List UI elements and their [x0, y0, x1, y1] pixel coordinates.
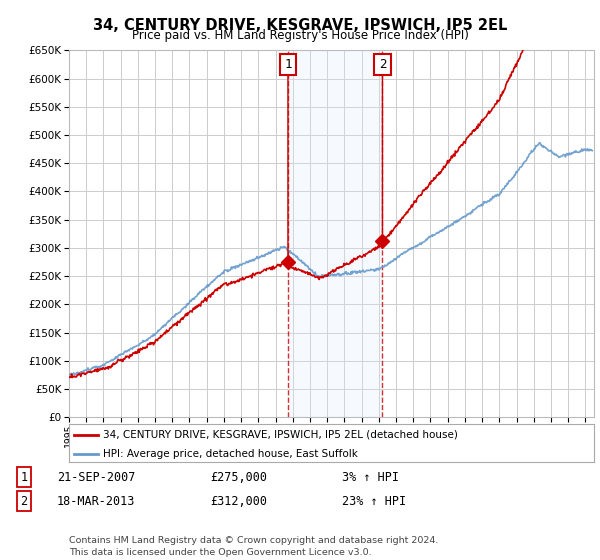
Text: 2: 2: [20, 494, 28, 508]
Text: 23% ↑ HPI: 23% ↑ HPI: [342, 494, 406, 508]
Text: 34, CENTURY DRIVE, KESGRAVE, IPSWICH, IP5 2EL: 34, CENTURY DRIVE, KESGRAVE, IPSWICH, IP…: [93, 18, 507, 33]
Text: £312,000: £312,000: [210, 494, 267, 508]
Text: Price paid vs. HM Land Registry's House Price Index (HPI): Price paid vs. HM Land Registry's House …: [131, 29, 469, 42]
Text: HPI: Average price, detached house, East Suffolk: HPI: Average price, detached house, East…: [103, 449, 358, 459]
Text: 21-SEP-2007: 21-SEP-2007: [57, 470, 136, 484]
Bar: [288, 50, 382, 417]
Text: 2: 2: [379, 58, 386, 71]
Text: 34, CENTURY DRIVE, KESGRAVE, IPSWICH, IP5 2EL (detached house): 34, CENTURY DRIVE, KESGRAVE, IPSWICH, IP…: [103, 430, 458, 440]
Text: 1: 1: [284, 58, 292, 71]
Text: Contains HM Land Registry data © Crown copyright and database right 2024.
This d: Contains HM Land Registry data © Crown c…: [69, 536, 439, 557]
Text: £275,000: £275,000: [210, 470, 267, 484]
Text: 1: 1: [20, 470, 28, 484]
Text: 3% ↑ HPI: 3% ↑ HPI: [342, 470, 399, 484]
Text: 18-MAR-2013: 18-MAR-2013: [57, 494, 136, 508]
